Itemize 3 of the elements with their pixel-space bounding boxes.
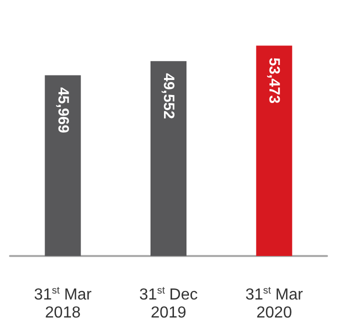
data-label: 49,552 — [160, 73, 177, 119]
data-label: 53,473 — [266, 58, 283, 104]
data-label: 45,969 — [54, 87, 72, 134]
